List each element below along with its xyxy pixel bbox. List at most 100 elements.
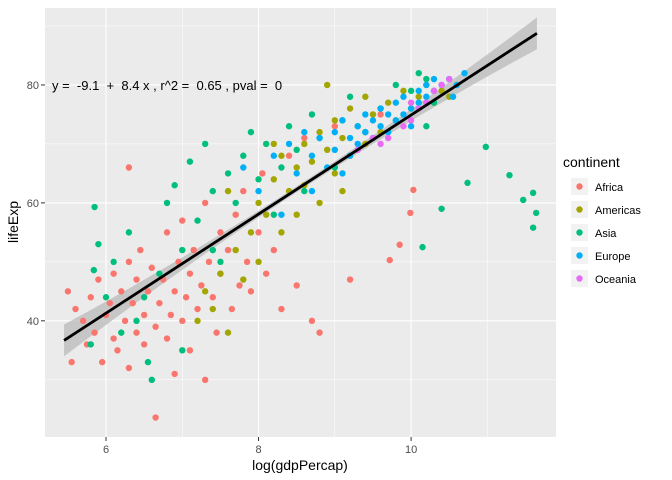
data-point-africa xyxy=(386,256,393,264)
data-point-africa xyxy=(407,209,414,217)
y-tick-label: 80 xyxy=(27,80,39,92)
data-point-africa xyxy=(114,347,121,354)
data-point-europe xyxy=(331,128,339,136)
data-point-europe xyxy=(293,170,300,177)
data-point-asia xyxy=(285,123,293,130)
data-point-oceania xyxy=(430,87,438,95)
data-point-oceania xyxy=(407,99,415,106)
data-point-europe xyxy=(377,105,384,112)
data-point-asia xyxy=(110,258,117,266)
data-point-africa xyxy=(198,282,205,289)
data-point-africa xyxy=(201,376,209,383)
x-tick-label: 10 xyxy=(405,444,417,456)
data-point-americas xyxy=(415,93,422,100)
data-point-africa xyxy=(137,246,144,254)
data-point-europe xyxy=(278,211,285,218)
data-point-oceania xyxy=(377,140,384,148)
data-point-asia xyxy=(423,123,430,130)
data-point-africa xyxy=(179,317,186,325)
data-point-asia xyxy=(156,270,163,277)
data-point-asia xyxy=(232,199,239,207)
x-tick-label: 8 xyxy=(255,444,261,456)
data-point-asia xyxy=(95,240,102,248)
legend-key-point xyxy=(576,206,583,213)
data-point-asia xyxy=(148,376,155,383)
data-point-africa xyxy=(217,229,224,236)
data-point-africa xyxy=(316,329,323,336)
data-point-europe xyxy=(392,99,400,106)
data-point-asia xyxy=(144,358,152,366)
data-point-africa xyxy=(201,199,209,207)
data-point-americas xyxy=(301,140,308,148)
data-point-africa xyxy=(262,270,270,277)
data-point-africa xyxy=(255,229,262,236)
data-point-europe xyxy=(369,117,377,124)
data-point-asia xyxy=(133,317,140,325)
data-point-africa xyxy=(72,305,79,313)
data-point-africa xyxy=(236,282,243,289)
data-point-americas xyxy=(232,246,239,254)
data-point-europe xyxy=(430,75,438,83)
data-point-americas xyxy=(331,117,339,124)
data-point-americas xyxy=(438,87,445,95)
data-point-oceania xyxy=(385,134,392,142)
data-point-asia xyxy=(255,176,262,183)
data-point-oceania xyxy=(400,123,407,130)
points xyxy=(64,69,540,421)
data-point-europe xyxy=(415,87,422,95)
data-point-africa xyxy=(163,229,171,236)
data-point-europe xyxy=(354,140,361,148)
legend-key-point xyxy=(576,252,583,259)
data-point-asia xyxy=(529,189,537,197)
x-tick-label: 6 xyxy=(103,444,109,456)
data-point-africa xyxy=(259,170,266,177)
data-point-asia xyxy=(529,224,537,231)
data-point-africa xyxy=(232,211,239,218)
data-point-americas xyxy=(323,146,331,154)
data-point-asia xyxy=(240,152,247,159)
data-point-asia xyxy=(209,246,216,254)
y-tick-label: 60 xyxy=(27,198,39,210)
data-point-asia xyxy=(415,69,422,77)
data-point-europe xyxy=(400,111,407,118)
data-point-oceania xyxy=(446,75,453,83)
data-point-africa xyxy=(87,294,94,301)
data-point-africa xyxy=(125,258,133,266)
data-point-europe xyxy=(255,187,262,195)
data-point-asia xyxy=(506,171,513,179)
data-point-americas xyxy=(224,187,232,195)
data-point-africa xyxy=(163,335,171,342)
axes: 6 8 10 40 60 80 xyxy=(27,80,417,456)
data-point-americas xyxy=(400,87,407,95)
data-point-europe xyxy=(308,152,316,159)
data-point-americas xyxy=(270,176,278,183)
data-point-americas xyxy=(293,211,300,218)
data-point-europe xyxy=(339,170,346,177)
data-point-africa xyxy=(110,335,117,342)
data-point-americas xyxy=(346,105,354,112)
data-point-africa xyxy=(125,164,133,171)
data-point-africa xyxy=(182,294,190,301)
data-point-americas xyxy=(316,128,323,136)
data-point-asia xyxy=(301,187,308,195)
data-point-americas xyxy=(385,99,392,106)
data-point-africa xyxy=(68,358,75,366)
data-point-africa xyxy=(396,241,403,248)
data-point-africa xyxy=(278,305,285,313)
data-point-asia xyxy=(419,243,426,251)
data-point-americas xyxy=(331,170,339,177)
data-point-europe xyxy=(331,146,339,154)
data-point-africa xyxy=(293,282,300,289)
data-point-africa xyxy=(190,246,197,254)
data-point-asia xyxy=(163,199,171,207)
data-point-europe xyxy=(301,128,308,136)
data-point-africa xyxy=(179,217,186,224)
data-point-africa xyxy=(110,270,117,277)
data-point-asia xyxy=(125,229,133,236)
data-point-africa xyxy=(167,311,175,319)
y-tick-label: 40 xyxy=(27,316,39,328)
data-point-americas xyxy=(293,164,300,171)
data-point-americas xyxy=(194,317,201,325)
data-point-africa xyxy=(270,246,278,254)
data-point-africa xyxy=(64,288,72,295)
